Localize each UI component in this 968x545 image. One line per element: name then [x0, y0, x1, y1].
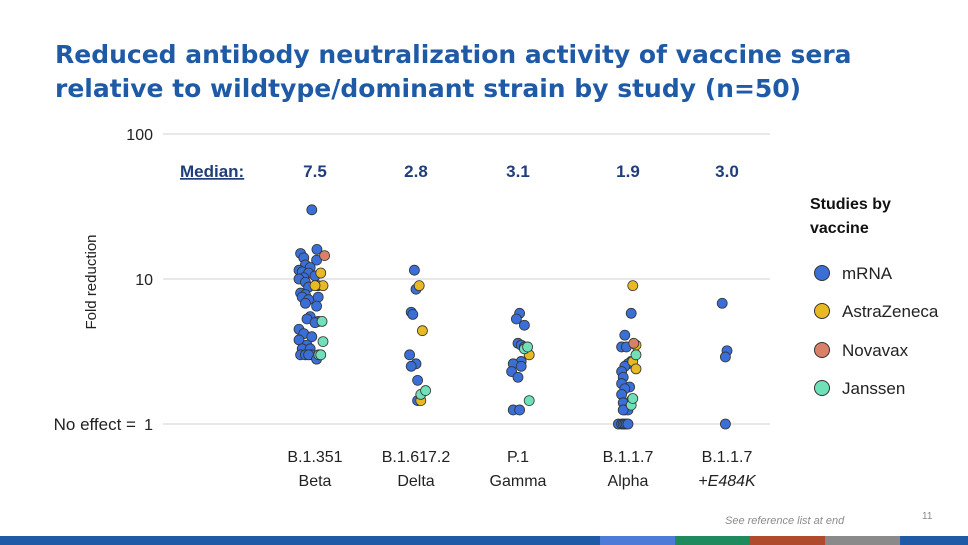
legend-label: Janssen [842, 379, 905, 398]
data-point-mrna [519, 319, 530, 331]
slide-title: Reduced antibody neutralization activity… [55, 40, 852, 103]
data-point-mrna [404, 349, 416, 361]
bottom-bar-segment [900, 536, 968, 545]
legend-marker [814, 303, 830, 319]
data-point-mrna [312, 291, 324, 303]
data-point-mrna [617, 404, 629, 416]
data-point-astrazeneca [413, 280, 425, 292]
data-point-mrna [311, 300, 323, 312]
category-label: B.1.617.2 [382, 449, 451, 466]
legend-marker [814, 342, 830, 358]
data-point-astrazeneca [416, 325, 428, 337]
bottom-bar-segment [0, 536, 100, 545]
median-value: 1.9 [616, 162, 640, 181]
y-tick-label: 100 [126, 127, 153, 144]
data-point-mrna [311, 244, 323, 255]
category-sublabel: Gamma [490, 473, 547, 490]
data-point-astrazeneca [630, 363, 642, 375]
data-point-mrna [405, 360, 417, 372]
bottom-bar-segment [400, 536, 500, 545]
data-point-janssen [522, 341, 533, 353]
median-value: 2.8 [404, 162, 428, 181]
bottom-bar-segment [600, 536, 675, 545]
category-sublabel: Alpha [608, 473, 649, 490]
data-point-mrna [720, 351, 731, 363]
data-point-mrna [306, 331, 318, 343]
data-point-mrna [514, 404, 525, 416]
data-point-mrna [622, 418, 634, 430]
data-point-janssen [420, 385, 432, 396]
reference-footnote: See reference list at end [725, 515, 845, 527]
bottom-bar-segment [300, 536, 400, 545]
data-point-janssen [630, 349, 642, 361]
bottom-bar-segment [200, 536, 300, 545]
category-sublabel: Delta [397, 473, 434, 490]
median-label: Median: [180, 162, 244, 181]
data-point-astrazeneca [309, 280, 321, 292]
data-point-janssen [317, 336, 329, 348]
category-sublabel: +E484K [698, 473, 757, 490]
bottom-bar-segment [100, 536, 200, 545]
bottom-bar-segment [500, 536, 600, 545]
median-value: 3.0 [715, 162, 739, 181]
data-point-novavax [628, 337, 640, 349]
bottom-bar-segment [825, 536, 900, 545]
data-point-mrna [407, 308, 419, 320]
category-label: P.1 [507, 449, 529, 466]
y-axis-label: Fold reduction [83, 234, 100, 329]
bottom-bar-segment [750, 536, 825, 545]
data-point-janssen [627, 393, 639, 404]
legend-marker [814, 265, 830, 281]
data-point-novavax [319, 250, 331, 262]
median-value: 7.5 [303, 162, 327, 181]
category-sublabel: Beta [299, 473, 332, 490]
category-label: B.1.351 [287, 449, 342, 466]
data-point-mrna [625, 307, 637, 319]
legend-label: AstraZeneca [842, 302, 939, 321]
legend-marker [814, 380, 830, 396]
y-tick-label: 1 [144, 417, 153, 434]
data-point-mrna [511, 313, 522, 325]
legend-label: mRNA [842, 264, 893, 283]
data-point-mrna [299, 297, 311, 309]
data-point-mrna [412, 374, 424, 386]
data-point-mrna [720, 418, 731, 430]
legend-title-line1: Studies by [810, 196, 891, 213]
data-point-mrna [306, 204, 318, 216]
data-point-mrna [408, 264, 420, 276]
data-point-janssen [316, 316, 328, 327]
legend-title-line2: vaccine [810, 220, 869, 237]
data-point-janssen [315, 349, 327, 361]
data-point-mrna [311, 254, 323, 266]
baseline-label: No effect = [54, 415, 136, 434]
category-label: B.1.1.7 [603, 449, 654, 466]
y-tick-label: 10 [135, 272, 153, 289]
data-point-janssen [523, 395, 535, 407]
legend-label: Novavax [842, 341, 909, 360]
data-point-astrazeneca [627, 280, 639, 292]
data-point-mrna [512, 371, 524, 383]
data-point-astrazeneca [315, 267, 327, 279]
page-number: 11 [922, 511, 933, 522]
bottom-color-bar [0, 536, 968, 545]
data-point-mrna [716, 297, 728, 309]
data-point-mrna [619, 329, 631, 341]
category-label: B.1.1.7 [702, 449, 753, 466]
data-point-mrna [515, 360, 527, 372]
bottom-bar-segment [675, 536, 750, 545]
median-value: 3.1 [506, 162, 530, 181]
